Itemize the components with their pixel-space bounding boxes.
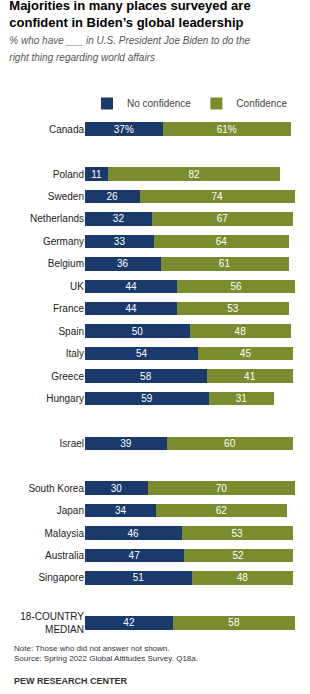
svg-text:No confidence: No confidence — [127, 98, 191, 109]
svg-text:74: 74 — [212, 191, 224, 202]
svg-text:37%: 37% — [114, 124, 134, 135]
svg-text:52: 52 — [233, 550, 245, 561]
svg-text:48: 48 — [235, 326, 247, 337]
svg-text:67: 67 — [217, 213, 229, 224]
svg-text:Majorities in many places surv: Majorities in many places surveyed areco… — [9, 0, 250, 63]
svg-text:53: 53 — [227, 303, 239, 314]
svg-text:45: 45 — [240, 348, 252, 359]
svg-text:61: 61 — [219, 258, 231, 269]
svg-text:Australia: Australia — [45, 550, 84, 561]
svg-text:42: 42 — [123, 617, 135, 628]
svg-text:62: 62 — [216, 505, 228, 516]
svg-text:39: 39 — [120, 438, 132, 449]
svg-text:11: 11 — [91, 169, 102, 180]
svg-text:47: 47 — [129, 550, 141, 561]
svg-text:70: 70 — [216, 483, 228, 494]
svg-text:Confidence: Confidence — [236, 98, 287, 109]
svg-text:Singapore: Singapore — [38, 572, 84, 583]
svg-text:54: 54 — [136, 348, 148, 359]
svg-text:41: 41 — [244, 371, 256, 382]
svg-text:Malaysia: Malaysia — [45, 528, 85, 539]
svg-text:26: 26 — [107, 191, 119, 202]
svg-text:Germany: Germany — [43, 236, 84, 247]
svg-text:31: 31 — [236, 393, 248, 404]
svg-text:53: 53 — [231, 528, 243, 539]
svg-text:32: 32 — [113, 213, 125, 224]
svg-text:UK: UK — [70, 281, 84, 292]
svg-text:44: 44 — [125, 303, 137, 314]
svg-text:Belgium: Belgium — [48, 258, 84, 269]
svg-text:36: 36 — [117, 258, 129, 269]
svg-text:60: 60 — [224, 438, 236, 449]
svg-text:33: 33 — [114, 236, 126, 247]
svg-text:18-COUNTRYMEDIAN: 18-COUNTRYMEDIAN — [20, 611, 84, 635]
svg-text:Hungary: Hungary — [46, 393, 84, 404]
svg-text:50: 50 — [132, 326, 144, 337]
svg-text:Sweden: Sweden — [48, 191, 84, 202]
svg-text:Italy: Italy — [66, 348, 84, 359]
svg-text:61%: 61% — [217, 124, 237, 135]
svg-text:51: 51 — [133, 572, 145, 583]
svg-text:56: 56 — [230, 281, 242, 292]
svg-text:Canada: Canada — [49, 124, 84, 135]
svg-text:South Korea: South Korea — [28, 483, 84, 494]
svg-text:58: 58 — [140, 371, 152, 382]
svg-text:France: France — [53, 303, 85, 314]
svg-text:58: 58 — [228, 617, 240, 628]
svg-text:48: 48 — [237, 572, 249, 583]
svg-text:59: 59 — [141, 393, 153, 404]
svg-text:64: 64 — [216, 236, 228, 247]
svg-text:46: 46 — [128, 528, 140, 539]
svg-text:Japan: Japan — [57, 505, 84, 516]
svg-text:Note: Those who did not answer: Note: Those who did not answer not shown… — [14, 644, 198, 663]
svg-text:Greece: Greece — [51, 371, 84, 382]
svg-text:Poland: Poland — [53, 169, 84, 180]
svg-text:44: 44 — [125, 281, 137, 292]
svg-text:Israel: Israel — [60, 438, 84, 449]
svg-text:34: 34 — [115, 505, 127, 516]
svg-text:30: 30 — [111, 483, 123, 494]
svg-text:PEW RESEARCH CENTER: PEW RESEARCH CENTER — [14, 676, 128, 686]
svg-text:Spain: Spain — [58, 326, 84, 337]
svg-text:Netherlands: Netherlands — [30, 213, 84, 224]
svg-text:82: 82 — [188, 169, 200, 180]
